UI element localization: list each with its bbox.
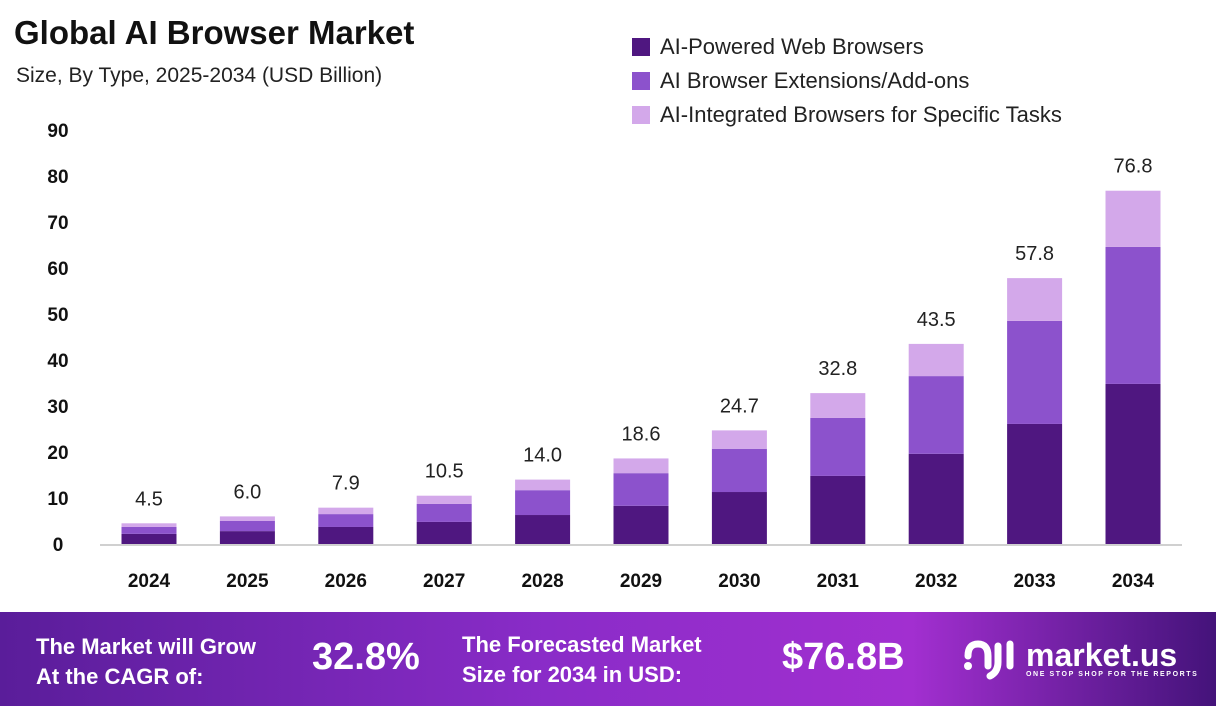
- legend-item: AI Browser Extensions/Add-ons: [632, 64, 1062, 98]
- bar-segment: [1105, 383, 1161, 544]
- data-label: 76.8: [1114, 156, 1153, 178]
- data-label: 10.5: [425, 461, 464, 483]
- bar-segment: [711, 430, 767, 449]
- chart-subtitle: Size, By Type, 2025-2034 (USD Billion): [16, 64, 383, 87]
- bar-segment: [416, 495, 472, 504]
- x-tick-label: 2027: [423, 571, 465, 592]
- data-label: 43.5: [917, 309, 956, 331]
- bar-segment: [219, 521, 275, 532]
- x-tick-label: 2033: [1013, 571, 1055, 592]
- legend-item: AI-Integrated Browsers for Specific Task…: [632, 98, 1062, 132]
- bar-segment: [515, 479, 571, 491]
- x-tick-label: 2026: [325, 571, 367, 592]
- y-tick-label: 0: [53, 535, 64, 556]
- forecast-value: $76.8B: [782, 636, 905, 678]
- logo-icon: [964, 640, 1014, 680]
- bar-segment: [121, 533, 177, 544]
- cagr-value: 32.8%: [312, 636, 420, 678]
- bar-segment: [318, 507, 374, 515]
- data-label: 32.8: [818, 358, 857, 380]
- y-tick-label: 50: [47, 305, 68, 326]
- y-tick-label: 10: [47, 489, 68, 510]
- legend-label: AI-Integrated Browsers for Specific Task…: [660, 102, 1062, 127]
- data-label: 18.6: [622, 423, 661, 445]
- bar-segment: [908, 453, 964, 544]
- bar-segment: [613, 505, 669, 544]
- x-tick-label: 2034: [1112, 571, 1155, 592]
- forecast-label-line: Size for 2034 in USD:: [462, 662, 683, 687]
- market-us-logo: market.us ONE STOP SHOP FOR THE REPORTS: [962, 636, 1198, 680]
- y-tick-label: 60: [47, 259, 68, 280]
- bar-segment: [613, 473, 669, 506]
- forecast-label-line: The Forecasted Market: [462, 632, 702, 657]
- y-tick-label: 70: [47, 213, 68, 234]
- bar-segment: [515, 515, 571, 544]
- bar-segment: [1007, 423, 1063, 544]
- summary-banner: The Market will Grow At the CAGR of: 32.8…: [0, 612, 1216, 706]
- data-label: 6.0: [233, 481, 261, 503]
- bar-segment: [416, 521, 472, 544]
- x-tick-label: 2030: [718, 571, 760, 592]
- bar-segment: [1105, 190, 1161, 247]
- bar-segment: [711, 448, 767, 493]
- legend-swatch: [632, 72, 650, 90]
- legend: AI-Powered Web Browsers AI Browser Exten…: [632, 30, 1062, 132]
- bar-segment: [711, 492, 767, 544]
- bar-segment: [121, 526, 177, 534]
- bar-segment: [219, 516, 275, 521]
- bar-segment: [416, 503, 472, 522]
- x-tick-label: 2028: [521, 571, 563, 592]
- cagr-label-line: The Market will Grow: [36, 634, 257, 659]
- cagr-label-line: At the CAGR of:: [36, 664, 204, 689]
- bar-segment: [1007, 320, 1063, 424]
- x-tick-label: 2025: [226, 571, 269, 592]
- y-tick-label: 30: [47, 397, 68, 418]
- bar-segment: [515, 490, 571, 516]
- x-tick-label: 2032: [915, 571, 957, 592]
- y-tick-label: 80: [47, 167, 68, 188]
- cagr-label: The Market will Grow At the CAGR of:: [36, 632, 256, 692]
- data-label: 57.8: [1015, 243, 1054, 265]
- bar-segment: [810, 475, 866, 544]
- bar-segment: [810, 393, 866, 418]
- bar-segment: [1007, 278, 1063, 321]
- data-label: 4.5: [135, 488, 163, 510]
- bar-segment: [318, 526, 374, 544]
- legend-swatch: [632, 106, 650, 124]
- bar-segment: [613, 458, 669, 474]
- logo-name: market.us: [1026, 636, 1178, 673]
- data-label: 14.0: [523, 445, 562, 467]
- bar-chart: 01020304050607080904.520246.020257.92026…: [47, 121, 1182, 592]
- x-tick-label: 2029: [620, 571, 662, 592]
- legend-item: AI-Powered Web Browsers: [632, 30, 1062, 64]
- bar-segment: [121, 523, 177, 527]
- bar-segment: [318, 514, 374, 527]
- x-tick-label: 2031: [817, 571, 860, 592]
- legend-label: AI Browser Extensions/Add-ons: [660, 68, 970, 93]
- x-tick-label: 2024: [128, 571, 171, 592]
- y-tick-label: 90: [47, 121, 68, 142]
- data-label: 7.9: [332, 473, 360, 495]
- logo-tagline: ONE STOP SHOP FOR THE REPORTS: [1026, 670, 1199, 678]
- bar-segment: [908, 376, 964, 454]
- bar-segment: [219, 531, 275, 544]
- bar-segment: [1105, 246, 1161, 384]
- legend-swatch: [632, 38, 650, 56]
- legend-label: AI-Powered Web Browsers: [660, 34, 924, 59]
- y-tick-label: 40: [47, 351, 68, 372]
- chart-title: Global AI Browser Market: [14, 14, 415, 51]
- bar-segment: [908, 343, 964, 377]
- y-tick-label: 20: [47, 443, 68, 464]
- bar-segment: [810, 417, 866, 476]
- data-label: 24.7: [720, 395, 759, 417]
- forecast-label: The Forecasted Market Size for 2034 in US…: [462, 630, 702, 690]
